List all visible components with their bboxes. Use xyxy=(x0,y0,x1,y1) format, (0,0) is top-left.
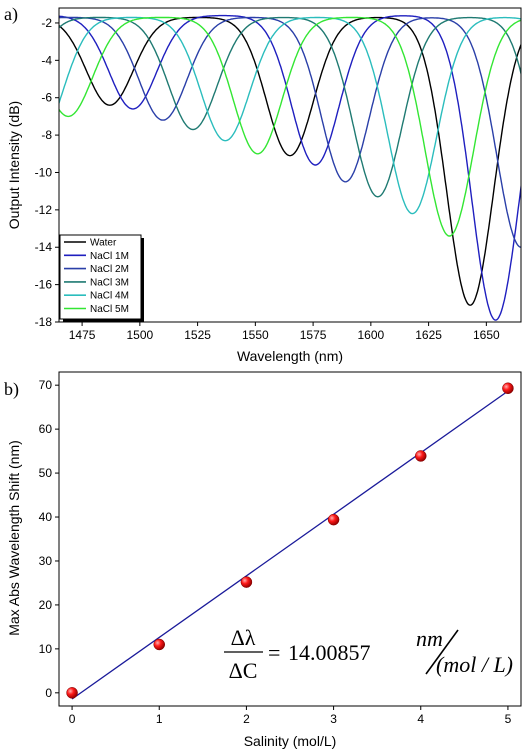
y-tick-label: -10 xyxy=(35,165,53,179)
y-tick-label: -18 xyxy=(35,315,53,329)
y-tick-label: -6 xyxy=(41,91,52,105)
x-tick-label: 1575 xyxy=(300,328,327,342)
equation-unit-slash xyxy=(425,629,459,675)
panel-b-frame xyxy=(58,371,522,707)
y-tick-label: 10 xyxy=(39,642,53,656)
panel-b-y-axis-label: Max Abs Wavelength Shift (nm) xyxy=(6,440,22,636)
data-point xyxy=(415,450,427,462)
panel-a-y-axis-label: Output Intensity (dB) xyxy=(6,101,22,229)
data-point xyxy=(327,513,340,526)
y-tick-label: 0 xyxy=(45,686,52,700)
spectrum-line xyxy=(59,16,521,306)
panel-a-x-ticks: 1475 1500 1525 1550 1575 1600 1625 1650 xyxy=(69,322,500,342)
legend-box xyxy=(59,234,142,320)
equation-value: 14.00857 xyxy=(288,640,371,665)
y-tick-label: -12 xyxy=(35,203,53,217)
x-tick-label: 1500 xyxy=(126,328,153,342)
x-tick-label: 1 xyxy=(156,712,163,726)
y-tick-label: -4 xyxy=(41,53,52,67)
x-tick-label: 1600 xyxy=(357,328,384,342)
y-tick-label: 70 xyxy=(39,378,53,392)
panel-a-x-axis-label: Wavelength (nm) xyxy=(237,348,343,364)
equation-lhs-numerator: Δλ xyxy=(231,625,256,650)
spectrum-line xyxy=(59,16,521,248)
equation-lhs-denominator: ΔC xyxy=(229,658,258,683)
x-tick-label: 1650 xyxy=(473,328,500,342)
data-point xyxy=(66,687,78,699)
spectrum-line xyxy=(59,16,521,237)
fit-line xyxy=(71,390,509,700)
y-tick-label: 40 xyxy=(39,510,53,524)
x-tick-label: 0 xyxy=(69,712,76,726)
legend-label: Water xyxy=(90,238,117,249)
x-tick-label: 3 xyxy=(330,712,337,726)
legend-label: NaCl 2M xyxy=(90,264,129,275)
legend-label: NaCl 5M xyxy=(90,304,129,315)
spectrum-line xyxy=(59,16,521,198)
panel-b-label: b) xyxy=(4,379,19,400)
y-tick-label: 50 xyxy=(39,466,53,480)
equation: Δλ ΔC = 14.00857 nm (mol / L) xyxy=(224,625,513,683)
y-tick-label: 60 xyxy=(39,422,53,436)
legend-label: NaCl 1M xyxy=(90,251,129,262)
panel-b-points xyxy=(66,382,514,699)
panel-a-frame xyxy=(58,7,522,323)
data-point xyxy=(240,576,253,588)
x-tick-label: 1475 xyxy=(69,328,96,342)
panel-a-legend: Water NaCl 1M NaCl 2M NaCl 3M NaCl 4M NaCl 5M xyxy=(59,234,144,322)
panel-a: a) 1475 1500 1525 1550 1575 1600 1625 1650 -18-… xyxy=(4,4,522,364)
x-tick-label: 5 xyxy=(505,712,512,726)
y-tick-label: -16 xyxy=(35,278,53,292)
data-point xyxy=(153,638,165,651)
x-tick-label: 2 xyxy=(243,712,250,726)
y-tick-label: 20 xyxy=(39,598,53,612)
data-point xyxy=(502,382,514,395)
panel-a-y-ticks: -18 -16 -14 -12 -10 -8 -6 -4 -2 xyxy=(35,16,59,329)
y-tick-label: -14 xyxy=(35,240,53,254)
panel-a-label: a) xyxy=(4,4,18,25)
legend-label: NaCl 4M xyxy=(90,291,129,302)
panel-b: b) 0 1 2 3 4 5 0 10 20 30 40 50 60 70 Salinity (mol/… xyxy=(4,371,522,749)
spectrum-line xyxy=(59,14,521,321)
x-tick-label: 1525 xyxy=(184,328,211,342)
equation-unit-denominator: (mol / L) xyxy=(436,652,513,677)
x-tick-label: 1550 xyxy=(242,328,269,342)
y-tick-label: -2 xyxy=(41,16,52,30)
equation-unit-numerator: nm xyxy=(416,626,443,651)
spectrum-line xyxy=(59,16,521,215)
x-tick-label: 4 xyxy=(417,712,424,726)
panel-b-x-ticks: 0 1 2 3 4 5 xyxy=(69,706,512,726)
y-tick-label: 30 xyxy=(39,554,53,568)
x-tick-label: 1625 xyxy=(415,328,442,342)
panel-b-x-axis-label: Salinity (mol/L) xyxy=(244,733,337,749)
legend-label: NaCl 3M xyxy=(90,277,129,288)
panel-b-y-ticks: 0 10 20 30 40 50 60 70 xyxy=(39,378,59,700)
y-tick-label: -8 xyxy=(41,128,52,142)
equation-equals: = xyxy=(268,640,280,665)
panel-a-series xyxy=(59,14,521,321)
